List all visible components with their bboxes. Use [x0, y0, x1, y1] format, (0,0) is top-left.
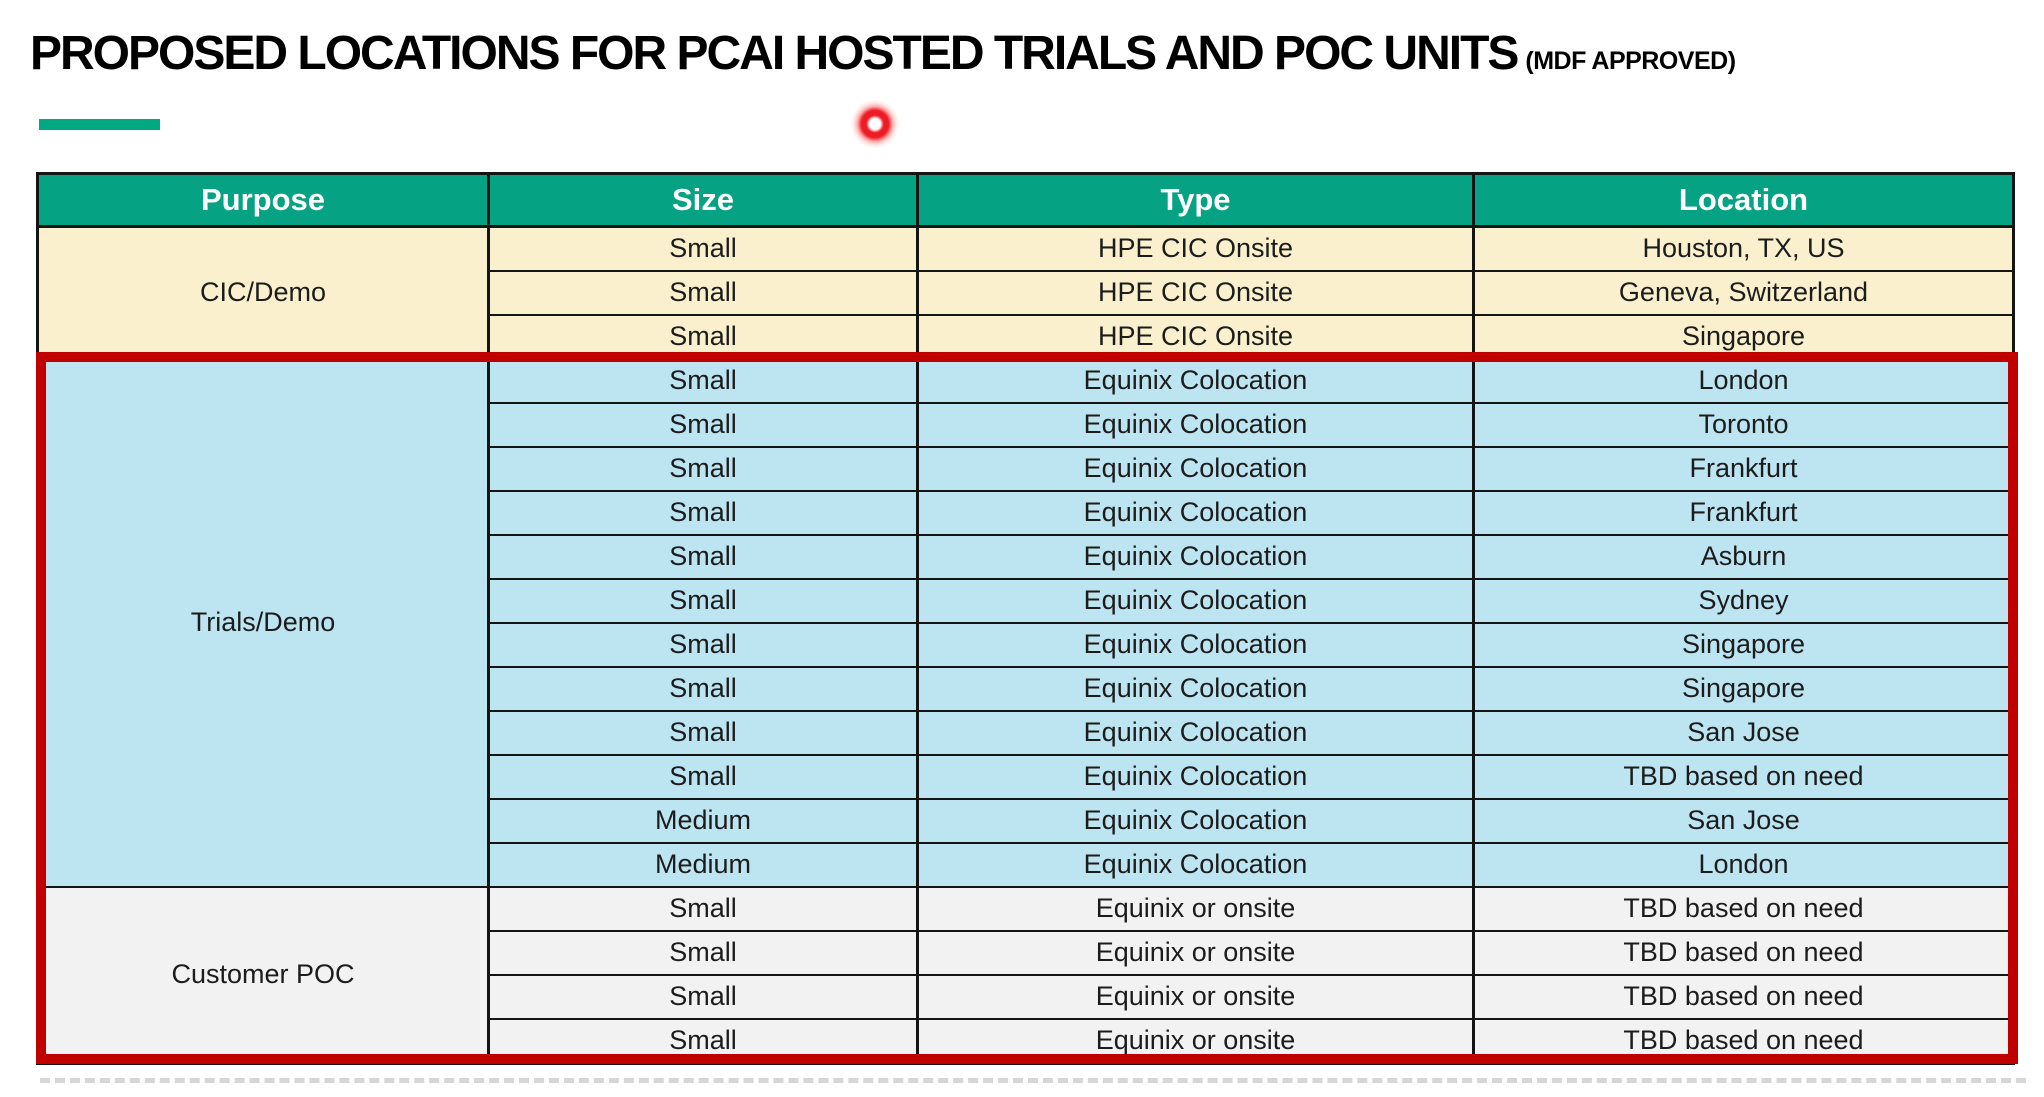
page-title: PROPOSED LOCATIONS FOR PCAI HOSTED TRIAL… — [30, 26, 1736, 81]
table-row: Small Equinix Colocation San Jose — [38, 710, 2015, 756]
location-cell: Singapore — [1472, 622, 2015, 668]
type-cell: Equinix Colocation — [916, 490, 1475, 536]
location-cell: San Jose — [1472, 710, 2015, 756]
table-row: Small Equinix or onsite TBD based on need — [38, 974, 2015, 1020]
location-cell: Houston, TX, US — [1472, 225, 2015, 272]
page-title-text: PROPOSED LOCATIONS FOR PCAI HOSTED TRIAL… — [30, 27, 1519, 80]
table-body: CIC/Demo Small HPE CIC Onsite Houston, TX, … — [36, 225, 2015, 1065]
location-cell: Sydney — [1472, 578, 2015, 624]
type-cell: HPE CIC Onsite — [916, 314, 1475, 360]
size-cell: Small — [487, 974, 919, 1020]
size-cell: Small — [487, 314, 919, 360]
location-cell: London — [1472, 358, 2015, 404]
size-cell: Small — [487, 666, 919, 712]
table-row: Medium Equinix Colocation San Jose — [38, 798, 2015, 844]
type-cell: Equinix Colocation — [916, 842, 1475, 888]
type-cell: Equinix Colocation — [916, 798, 1475, 844]
type-cell: Equinix Colocation — [916, 666, 1475, 712]
header-cell-purpose: Purpose — [36, 172, 490, 228]
size-cell: Small — [487, 534, 919, 580]
type-cell: Equinix or onsite — [916, 1018, 1475, 1065]
type-cell: HPE CIC Onsite — [916, 225, 1475, 272]
size-cell: Small — [487, 358, 919, 404]
table-row: Small Equinix Colocation Toronto — [38, 402, 2015, 448]
location-cell: Frankfurt — [1472, 446, 2015, 492]
table-row: Small Equinix Colocation Singapore — [38, 666, 2015, 712]
header-cell-size: Size — [487, 172, 919, 228]
purpose-cell: Customer POC — [36, 886, 490, 1065]
title-suffix: (MDF APPROVED) — [1525, 47, 1736, 75]
size-cell: Medium — [487, 842, 919, 888]
size-cell: Small — [487, 754, 919, 800]
type-cell: Equinix Colocation — [916, 402, 1475, 448]
location-cell: Frankfurt — [1472, 490, 2015, 536]
size-cell: Small — [487, 930, 919, 976]
location-cell: Toronto — [1472, 402, 2015, 448]
type-cell: Equinix Colocation — [916, 358, 1475, 404]
location-cell: TBD based on need — [1472, 930, 2015, 976]
size-cell: Small — [487, 402, 919, 448]
location-cell: Geneva, Switzerland — [1472, 270, 2015, 316]
location-cell: Singapore — [1472, 314, 2015, 360]
location-cell: San Jose — [1472, 798, 2015, 844]
table-row: Small Equinix Colocation Sydney — [38, 578, 2015, 624]
header-cell-type: Type — [916, 172, 1475, 228]
accent-bar — [39, 119, 160, 130]
table-row: Customer POC Small Equinix or onsite TBD ba… — [36, 886, 2015, 1065]
table-row: Trials/Demo Small Equinix Colocation London — [36, 358, 2015, 888]
size-cell: Small — [487, 490, 919, 536]
type-cell: Equinix Colocation — [916, 622, 1475, 668]
laser-pointer-dot — [851, 100, 899, 148]
location-cell: Singapore — [1472, 666, 2015, 712]
type-cell: Equinix Colocation — [916, 446, 1475, 492]
size-cell: Small — [487, 446, 919, 492]
dotted-guideline — [40, 1078, 2026, 1083]
size-cell: Small — [487, 622, 919, 668]
purpose-cell: Trials/Demo — [36, 358, 490, 888]
table-row: Small Equinix Colocation Singapore — [38, 622, 2015, 668]
table-row: Small Equinix Colocation Frankfurt — [38, 490, 2015, 536]
size-cell: Medium — [487, 798, 919, 844]
size-cell: Small — [487, 270, 919, 316]
location-cell: Asburn — [1472, 534, 2015, 580]
location-cell: London — [1472, 842, 2015, 888]
type-cell: Equinix Colocation — [916, 754, 1475, 800]
type-cell: Equinix or onsite — [916, 974, 1475, 1020]
table-row: Medium Equinix Colocation London — [38, 842, 2015, 888]
header-row: Purpose Size Type Location — [36, 172, 2015, 228]
table-row: Small Equinix Colocation Asburn — [38, 534, 2015, 580]
header-cell-location: Location — [1472, 172, 2015, 228]
location-cell: TBD based on need — [1472, 886, 2015, 932]
size-cell: Small — [487, 578, 919, 624]
type-cell: Equinix Colocation — [916, 578, 1475, 624]
table-row: Small Equinix or onsite TBD based on need — [38, 930, 2015, 976]
table-row: Small Equinix Colocation TBD based on need — [38, 754, 2015, 800]
size-cell: Small — [487, 225, 919, 272]
size-cell: Small — [487, 710, 919, 756]
purpose-cell: CIC/Demo — [36, 225, 490, 360]
table-row: CIC/Demo Small HPE CIC Onsite Houston, TX, … — [36, 225, 2015, 360]
location-cell: TBD based on need — [1472, 754, 2015, 800]
table-header: Purpose Size Type Location — [36, 172, 2015, 228]
location-cell: TBD based on need — [1472, 1018, 2015, 1065]
location-cell: TBD based on need — [1472, 974, 2015, 1020]
type-cell: HPE CIC Onsite — [916, 270, 1475, 316]
size-cell: Small — [487, 886, 919, 932]
type-cell: Equinix Colocation — [916, 534, 1475, 580]
type-cell: Equinix or onsite — [916, 930, 1475, 976]
table-row: Small HPE CIC Onsite Geneva, Switzerland — [38, 270, 2015, 316]
locations-table: Purpose Size Type Location CIC/Demo Small HPE… — [36, 172, 2015, 1065]
type-cell: Equinix or onsite — [916, 886, 1475, 932]
table-row: Small Equinix Colocation Frankfurt — [38, 446, 2015, 492]
size-cell: Small — [487, 1018, 919, 1065]
type-cell: Equinix Colocation — [916, 710, 1475, 756]
